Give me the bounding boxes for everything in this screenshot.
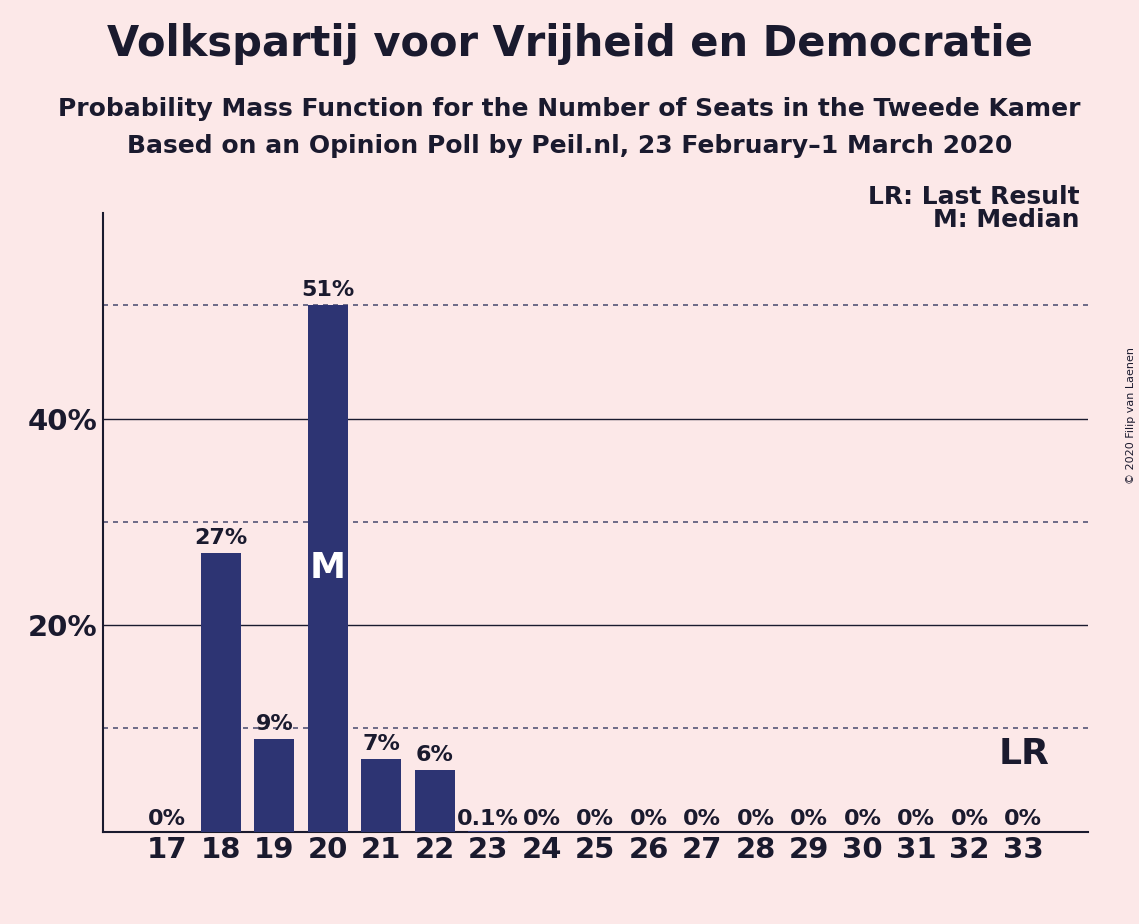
Text: © 2020 Filip van Laenen: © 2020 Filip van Laenen: [1125, 347, 1136, 484]
Text: 0.1%: 0.1%: [457, 808, 519, 829]
Text: 0%: 0%: [1003, 808, 1042, 829]
Bar: [361, 760, 401, 832]
Text: 0%: 0%: [844, 808, 882, 829]
Text: LR: LR: [999, 736, 1050, 771]
Text: 0%: 0%: [148, 808, 187, 829]
Text: Based on an Opinion Poll by Peil.nl, 23 February–1 March 2020: Based on an Opinion Poll by Peil.nl, 23 …: [126, 134, 1013, 158]
Text: 0%: 0%: [523, 808, 560, 829]
Text: M: M: [310, 552, 346, 586]
Text: 7%: 7%: [362, 735, 400, 754]
Text: 9%: 9%: [255, 713, 293, 734]
Text: LR: Last Result: LR: Last Result: [868, 185, 1080, 209]
Bar: [200, 553, 240, 832]
Text: 0%: 0%: [898, 808, 935, 829]
Bar: [308, 305, 347, 832]
Bar: [468, 831, 508, 832]
Text: 0%: 0%: [683, 808, 721, 829]
Text: 6%: 6%: [416, 745, 453, 764]
Bar: [415, 770, 454, 832]
Text: 27%: 27%: [194, 528, 247, 548]
Text: 0%: 0%: [790, 808, 828, 829]
Text: M: Median: M: Median: [933, 208, 1080, 232]
Text: 51%: 51%: [301, 280, 354, 300]
Text: Volkspartij voor Vrijheid en Democratie: Volkspartij voor Vrijheid en Democratie: [107, 23, 1032, 65]
Text: 0%: 0%: [576, 808, 614, 829]
Text: Probability Mass Function for the Number of Seats in the Tweede Kamer: Probability Mass Function for the Number…: [58, 97, 1081, 121]
Text: 0%: 0%: [630, 808, 667, 829]
Bar: [254, 739, 294, 832]
Text: 0%: 0%: [950, 808, 989, 829]
Text: 0%: 0%: [737, 808, 775, 829]
